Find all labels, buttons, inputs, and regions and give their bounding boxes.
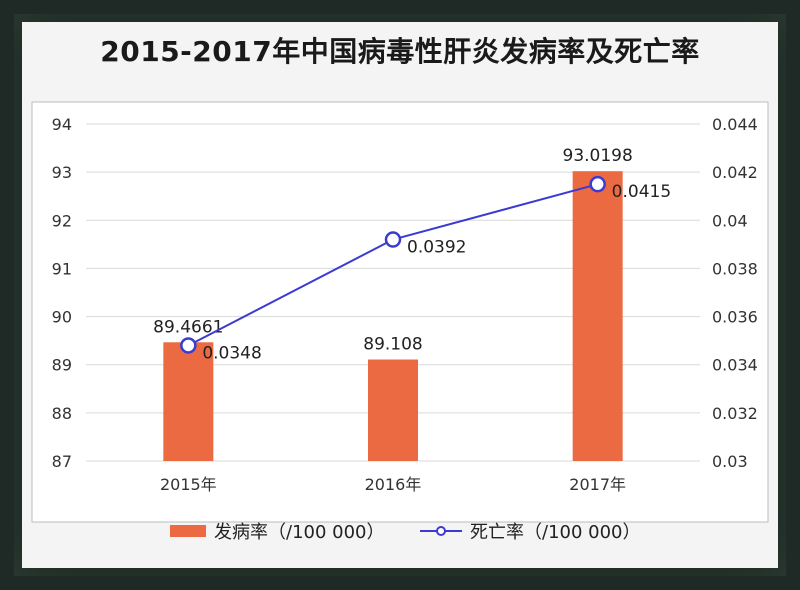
y-left-tick-label: 90 <box>52 308 72 327</box>
line-data-label: 0.0415 <box>612 182 671 202</box>
y-right-tick-label: 0.032 <box>712 404 758 423</box>
bar <box>163 342 214 461</box>
legend-bar-swatch <box>170 525 206 537</box>
line-point <box>589 175 606 193</box>
y-right-tick-label: 0.044 <box>712 115 758 134</box>
y-left-tick-label: 93 <box>52 163 72 182</box>
x-tick-label: 2016年 <box>365 475 422 494</box>
line-point <box>180 337 197 354</box>
y-left-tick-label: 87 <box>52 452 72 471</box>
y-left-tick-label: 88 <box>52 404 72 423</box>
y-left-tick-label: 89 <box>52 356 72 375</box>
bar-data-label: 89.4661 <box>153 317 223 337</box>
x-tick-label: 2017年 <box>569 475 626 494</box>
legend-line-marker <box>436 526 446 536</box>
line-point <box>384 231 402 248</box>
y-right-tick-label: 0.034 <box>712 356 758 375</box>
line-data-label: 0.0348 <box>202 343 261 363</box>
legend-bar-label: 发病率（/100 000） <box>214 522 385 543</box>
bar-data-label: 93.0198 <box>563 146 633 166</box>
chart-title: 2015-2017年中国病毒性肝炎发病率及死亡率 <box>100 35 700 68</box>
y-right-tick-label: 0.038 <box>712 259 758 278</box>
y-right-tick-label: 0.042 <box>712 163 758 182</box>
y-right-tick-label: 0.04 <box>712 211 748 230</box>
y-left-tick-label: 91 <box>52 259 72 278</box>
bar-data-label: 89.108 <box>363 335 422 355</box>
y-left-tick-label: 92 <box>52 211 72 230</box>
y-left-tick-label: 94 <box>52 115 72 134</box>
y-right-tick-label: 0.036 <box>712 308 758 327</box>
y-right-tick-label: 0.03 <box>712 452 748 471</box>
legend-line-label: 死亡率（/100 000） <box>470 522 641 543</box>
bar <box>572 171 623 461</box>
x-tick-label: 2015年 <box>160 475 217 494</box>
line-data-label: 0.0392 <box>407 238 466 258</box>
bar <box>368 359 418 461</box>
